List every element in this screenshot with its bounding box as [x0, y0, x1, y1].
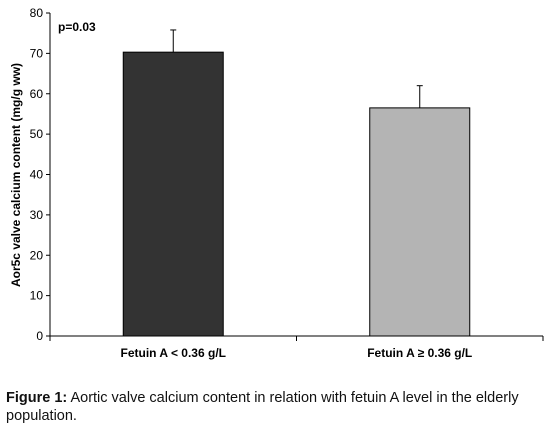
y-tick-label: 10 [30, 289, 44, 303]
y-tick-label: 0 [36, 329, 43, 343]
y-axis-label: Aor5c valve calcium content (mg/g ww) [9, 63, 23, 287]
bar-1 [122, 51, 224, 337]
y-ticks: 0 10 20 30 40 50 60 70 80 [30, 6, 50, 343]
category-labels: Fetuin A < 0.36 g/L Fetuin A ≥ 0.36 g/L [121, 346, 473, 360]
y-tick-label: 20 [30, 248, 44, 262]
y-tick-label: 50 [30, 127, 44, 141]
caption-label: Figure 1: [6, 390, 68, 406]
y-tick-label: 60 [30, 87, 44, 101]
y-tick-label: 80 [30, 6, 44, 20]
category-label-1: Fetuin A < 0.36 g/L [121, 346, 226, 360]
y-tick-label: 40 [30, 168, 44, 182]
error-bars [170, 29, 423, 108]
bars [122, 51, 471, 337]
figure-caption: Figure 1: Aortic valve calcium content i… [6, 389, 542, 425]
y-tick-label: 30 [30, 208, 44, 222]
p-value-annotation: p=0.03 [58, 20, 96, 34]
category-label-2: Fetuin A ≥ 0.36 g/L [367, 346, 472, 360]
y-tick-label: 70 [30, 46, 44, 60]
caption-text: Aortic valve calcium content in relation… [6, 390, 519, 424]
bar-2 [369, 107, 471, 337]
